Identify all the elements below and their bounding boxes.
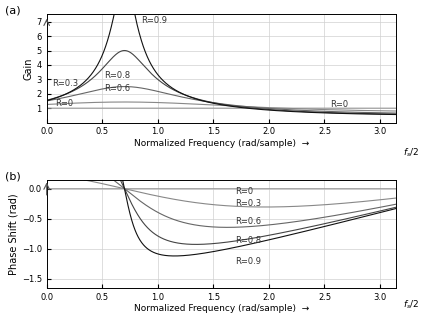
Text: R=0.6: R=0.6: [236, 217, 262, 226]
Text: R=0.9: R=0.9: [141, 16, 167, 25]
X-axis label: Normalized Frequency (rad/sample)  →: Normalized Frequency (rad/sample) →: [133, 139, 309, 148]
Text: R=0: R=0: [330, 100, 348, 109]
Text: (a): (a): [5, 6, 20, 16]
Text: (b): (b): [5, 171, 20, 181]
Text: R=0: R=0: [56, 99, 74, 108]
Text: R=0: R=0: [236, 187, 254, 196]
Text: R=0.3: R=0.3: [236, 198, 262, 208]
Text: R=0.6: R=0.6: [104, 84, 130, 93]
Text: $f_s/2$: $f_s/2$: [403, 299, 419, 311]
Text: R=0.8: R=0.8: [236, 236, 262, 245]
Text: R=0.8: R=0.8: [104, 71, 130, 80]
Text: $f_s/2$: $f_s/2$: [403, 146, 419, 159]
Y-axis label: Gain: Gain: [24, 57, 34, 80]
X-axis label: Normalized Frequency (rad/sample)  →: Normalized Frequency (rad/sample) →: [133, 304, 309, 314]
Text: R=0.9: R=0.9: [236, 257, 262, 266]
Text: R=0.3: R=0.3: [52, 79, 78, 88]
Y-axis label: Phase Shift (rad): Phase Shift (rad): [9, 193, 19, 275]
